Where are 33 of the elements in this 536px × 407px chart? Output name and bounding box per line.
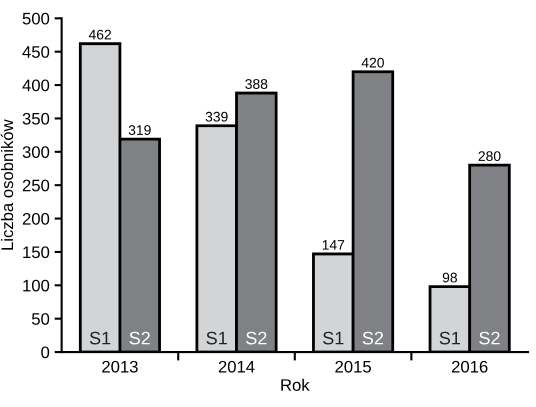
text: S1 <box>206 332 227 344</box>
data-label: 319 <box>128 125 151 135</box>
data-label: 98 <box>442 272 457 283</box>
x-tick-label: 2015 <box>335 360 371 373</box>
y-tick-label: 400 <box>22 79 50 92</box>
data-label: 420 <box>362 58 384 68</box>
y-tick-label: 500 <box>22 12 50 25</box>
text: S2 <box>246 332 266 344</box>
data-label: 280 <box>478 151 501 162</box>
text: S1 <box>440 332 460 344</box>
y-tick-label: 350 <box>22 112 50 125</box>
y-tick-label: 200 <box>22 212 50 225</box>
y-tick-label: 0 <box>41 346 50 358</box>
series-label: S1 <box>90 332 110 344</box>
x-tick-label: 2013 <box>102 360 138 373</box>
data-label: 388 <box>245 79 268 89</box>
data-label: 147 <box>322 240 344 250</box>
x-tick-label: 2016 <box>452 360 488 373</box>
text: S1 <box>323 332 344 344</box>
y-tick-label: 150 <box>23 246 50 258</box>
data-label: 339 <box>206 112 228 122</box>
y-tick-label: 450 <box>22 46 50 58</box>
y-tick-label: 250 <box>22 180 50 192</box>
x-tick-label: 2014 <box>218 360 255 373</box>
y-tick-label: 300 <box>22 146 50 158</box>
y-tick-label: 50 <box>32 313 50 325</box>
x-axis-title: Rok <box>281 378 310 391</box>
text: S2 <box>479 332 500 344</box>
text: S2 <box>362 332 384 344</box>
series-label: S2 <box>130 332 150 344</box>
y-tick-label: 100 <box>23 280 50 292</box>
data-label: 462 <box>88 30 111 40</box>
y-axis-title: Liczba osobników <box>0 119 14 250</box>
